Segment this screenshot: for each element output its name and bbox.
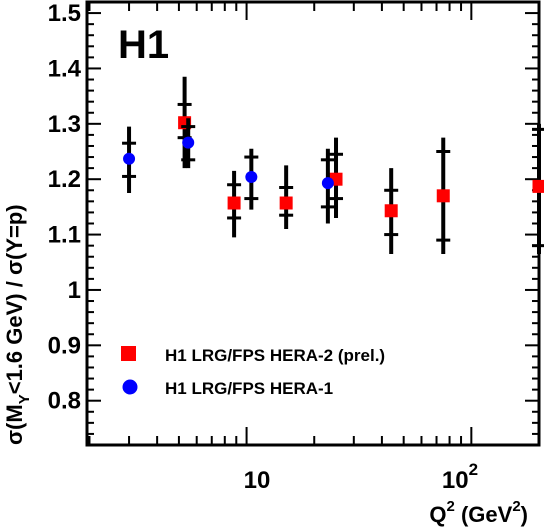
y-tick-label: 1.1 — [48, 222, 81, 249]
x-tick-label-100-base: 10 — [442, 467, 469, 494]
data-point-hera2 — [227, 196, 241, 210]
x-axis-title-sup1: 2 — [447, 498, 455, 515]
y-tick-label: 1 — [68, 277, 81, 304]
data-points — [122, 76, 544, 254]
x-axis-title-main: Q — [429, 502, 446, 527]
x-axis-title-sup2: 2 — [512, 498, 520, 515]
legend-marker-hera2 — [121, 346, 136, 361]
y-axis-title-b: <1.6 GeV) / σ(Y=p) — [2, 204, 27, 394]
data-point-hera1 — [182, 136, 195, 149]
y-axis-title-a: σ(M — [2, 404, 27, 445]
y-tick-label: 0.9 — [48, 332, 81, 359]
x-tick-label-100-exp: 2 — [469, 460, 478, 479]
y-axis: 0.8 0.9 1 1.1 1.2 1.3 1.4 1.5 — [48, 0, 539, 446]
data-point-hera2 — [279, 196, 293, 210]
experiment-label: H1 — [118, 23, 169, 67]
y-axis-title: σ(MY<1.6 GeV) / σ(Y=p) — [2, 204, 33, 445]
y-tick-label: 1.4 — [48, 55, 82, 82]
data-point-hera2 — [384, 204, 398, 218]
data-point-hera2 — [532, 179, 544, 193]
x-axis-title-unit-close: ) — [521, 502, 528, 527]
y-tick-label: 1.5 — [48, 0, 81, 27]
legend-label-hera1: H1 LRG/FPS HERA-1 — [165, 379, 333, 398]
legend-marker-hera1 — [122, 379, 138, 395]
data-point-hera1 — [245, 170, 258, 183]
y-tick-label: 1.2 — [48, 166, 81, 193]
x-axis-ticks — [88, 2, 540, 445]
data-point-hera1 — [123, 152, 136, 165]
x-tick-label-10: 10 — [244, 467, 271, 494]
x-tick-label-100: 102 — [442, 460, 478, 494]
x-axis-title-unit-open: (GeV — [455, 502, 513, 527]
y-axis-title-sub: Y — [16, 394, 33, 404]
data-point-hera1 — [321, 177, 334, 190]
y-tick-label: 0.8 — [48, 388, 81, 415]
x-axis-title: Q2 (GeV2) — [429, 498, 528, 527]
legend: H1 LRG/FPS HERA-2 (prel.) H1 LRG/FPS HER… — [121, 346, 385, 398]
y-tick-label: 1.3 — [48, 111, 81, 138]
legend-label-hera2: H1 LRG/FPS HERA-2 (prel.) — [165, 346, 385, 365]
data-point-hera2 — [436, 189, 450, 203]
